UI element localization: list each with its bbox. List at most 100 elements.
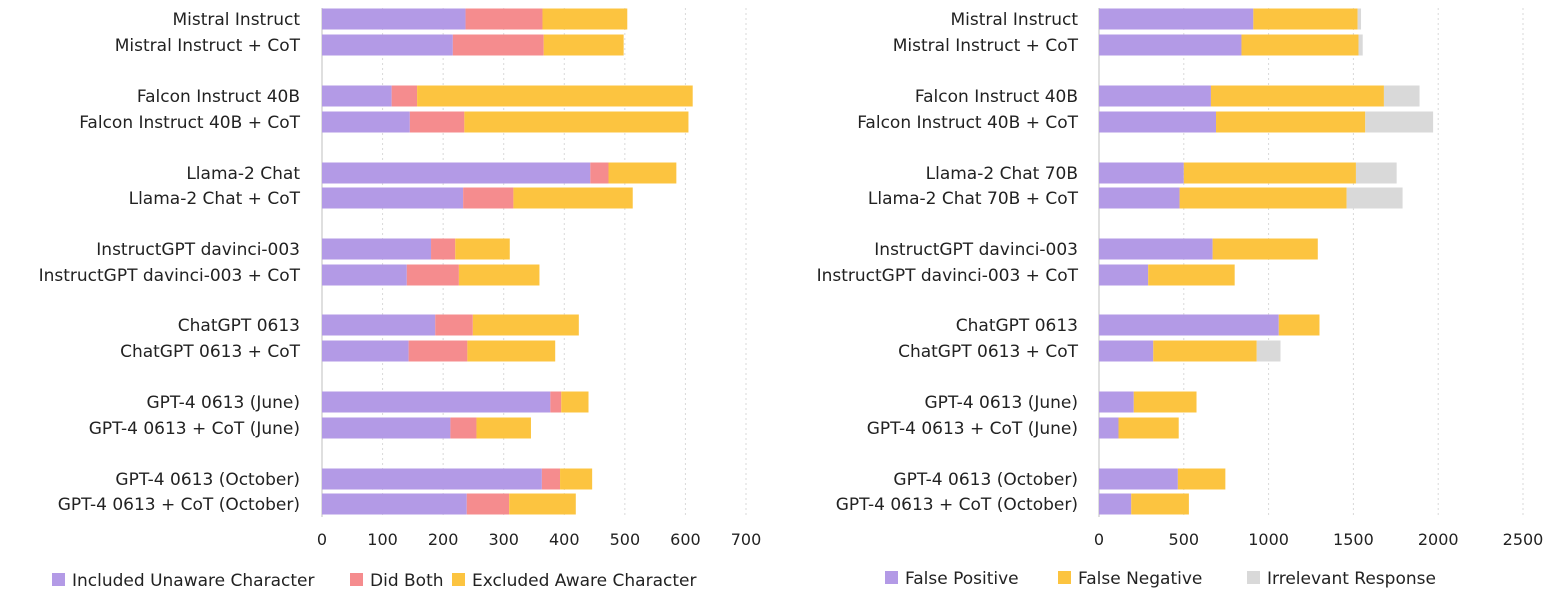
bar-irrelevant-response-falcon-instruct-40b [1383,85,1420,107]
category-label: ChatGPT 0613 + CoT [898,342,1079,362]
x-tick-label: 500 [1169,530,1200,549]
category-label: Llama-2 Chat + CoT [129,189,301,209]
legend-label-included-unaware-character: Included Unaware Character [72,571,314,591]
category-label: ChatGPT 0613 [956,316,1078,336]
category-label: Falcon Instruct 40B + CoT [79,113,300,133]
x-tick-label: 600 [670,530,701,549]
bar-included-unaware-character-llama-2-chat-cot [322,187,464,209]
bar-irrelevant-response-llama-2-chat-70b-cot [1346,187,1403,209]
bar-included-unaware-character-gpt-4-0613-october [322,468,542,490]
category-label: InstructGPT davinci-003 + CoT [39,266,301,286]
category-label: GPT-4 0613 + CoT (October) [836,495,1078,515]
bar-did-both-instructgpt-davinci-003 [431,238,456,260]
x-tick-label: 1000 [1248,530,1289,549]
x-tick-label: 200 [428,530,459,549]
bar-did-both-llama-2-chat [590,162,609,184]
legend-swatch-excluded-aware-character [452,573,465,586]
bar-excluded-aware-character-llama-2-chat [608,162,677,184]
bar-false-negative-gpt-4-0613-cot-october [1131,493,1189,515]
legend-swatch-irrelevant-response [1247,571,1260,584]
bar-included-unaware-character-chatgpt-0613 [322,314,436,336]
category-label: Mistral Instruct [950,10,1078,30]
legend-swatch-included-unaware-character [52,573,65,586]
bar-irrelevant-response-falcon-instruct-40b-cot [1365,111,1434,133]
bar-did-both-instructgpt-davinci-003-cot [406,264,459,286]
bar-false-negative-gpt-4-0613-june [1133,391,1197,413]
bar-excluded-aware-character-chatgpt-0613-cot [467,340,556,362]
category-label: Falcon Instruct 40B [137,87,300,107]
bar-false-negative-instructgpt-davinci-003 [1212,238,1318,260]
category-label: GPT-4 0613 (October) [115,470,300,490]
category-label: Mistral Instruct [172,10,300,30]
bar-irrelevant-response-mistral-instruct-cot [1358,34,1363,56]
bar-excluded-aware-character-llama-2-chat-cot [513,187,633,209]
x-tick-label: 400 [549,530,580,549]
category-label: InstructGPT davinci-003 [874,240,1078,260]
category-label: ChatGPT 0613 [178,316,300,336]
bar-excluded-aware-character-chatgpt-0613 [472,314,579,336]
category-label: Mistral Instruct + CoT [115,36,301,56]
bar-included-unaware-character-instructgpt-davinci-003 [322,238,432,260]
x-tick-label: 100 [367,530,398,549]
bar-excluded-aware-character-mistral-instruct-cot [543,34,624,56]
category-label: InstructGPT davinci-003 + CoT [817,266,1079,286]
bar-excluded-aware-character-instructgpt-davinci-003 [455,238,510,260]
bar-included-unaware-character-mistral-instruct [322,8,466,30]
right-chart-panel: 0 500 1000 1500 2000 2500 Mistral Instruct Mist… [817,8,1543,589]
category-label: Falcon Instruct 40B [915,87,1078,107]
bar-excluded-aware-character-gpt-4-0613-june [561,391,589,413]
category-label: Falcon Instruct 40B + CoT [857,113,1078,133]
category-label: GPT-4 0613 (June) [924,393,1078,413]
bar-false-positive-chatgpt-0613-cot [1099,340,1154,362]
legend-label-false-positive: False Positive [905,569,1019,589]
bar-did-both-falcon-instruct-40b [391,85,418,107]
bar-false-negative-falcon-instruct-40b-cot [1216,111,1366,133]
bar-did-both-mistral-instruct [465,8,543,30]
bar-false-negative-chatgpt-0613 [1278,314,1320,336]
bar-included-unaware-character-llama-2-chat [322,162,591,184]
bar-false-positive-instructgpt-davinci-003-cot [1099,264,1149,286]
x-tick-label: 0 [1094,530,1104,549]
bar-included-unaware-character-chatgpt-0613-cot [322,340,409,362]
category-label: GPT-4 0613 + CoT (October) [58,495,300,515]
legend-label-false-negative: False Negative [1078,569,1202,589]
bar-false-negative-llama-2-chat-70b-cot [1179,187,1347,209]
bar-false-positive-gpt-4-0613-october [1099,468,1178,490]
bar-included-unaware-character-falcon-instruct-40b [322,85,392,107]
bar-false-negative-mistral-instruct-cot [1241,34,1359,56]
bar-false-negative-gpt-4-0613-october [1177,468,1226,490]
bar-false-negative-falcon-instruct-40b [1210,85,1384,107]
legend-swatch-did-both [350,573,363,586]
bar-false-negative-chatgpt-0613-cot [1153,340,1257,362]
bar-did-both-chatgpt-0613 [435,314,473,336]
bar-irrelevant-response-chatgpt-0613-cot [1256,340,1281,362]
category-label: GPT-4 0613 (June) [146,393,300,413]
x-tick-label: 2000 [1418,530,1459,549]
bar-false-positive-falcon-instruct-40b [1099,85,1211,107]
legend-swatch-false-negative [1058,571,1071,584]
bar-false-positive-instructgpt-davinci-003 [1099,238,1213,260]
bar-excluded-aware-character-gpt-4-0613-october [560,468,593,490]
bar-false-negative-gpt-4-0613-cot-june [1118,417,1179,439]
bar-did-both-mistral-instruct-cot [452,34,544,56]
x-tick-label: 500 [610,530,641,549]
bar-false-positive-llama-2-chat-70b-cot [1099,187,1180,209]
category-label: GPT-4 0613 + CoT (June) [89,419,300,439]
bar-false-positive-chatgpt-0613 [1099,314,1279,336]
category-label: ChatGPT 0613 + CoT [120,342,301,362]
category-label: Llama-2 Chat 70B [926,164,1078,184]
bar-did-both-gpt-4-0613-june [550,391,562,413]
bar-did-both-chatgpt-0613-cot [408,340,468,362]
bar-did-both-gpt-4-0613-cot-october [466,493,510,515]
bar-false-negative-instructgpt-davinci-003-cot [1148,264,1235,286]
bar-did-both-gpt-4-0613-october [541,468,561,490]
legend-swatch-false-positive [885,571,898,584]
bar-false-positive-falcon-instruct-40b-cot [1099,111,1217,133]
x-tick-label: 0 [317,530,327,549]
bar-false-positive-gpt-4-0613-june [1099,391,1134,413]
bar-excluded-aware-character-falcon-instruct-40b [417,85,693,107]
bar-false-positive-gpt-4-0613-cot-october [1099,493,1132,515]
bar-excluded-aware-character-gpt-4-0613-cot-october [509,493,576,515]
legend-label-excluded-aware-character: Excluded Aware Character [472,571,696,591]
bar-false-positive-llama-2-chat-70b [1099,162,1184,184]
